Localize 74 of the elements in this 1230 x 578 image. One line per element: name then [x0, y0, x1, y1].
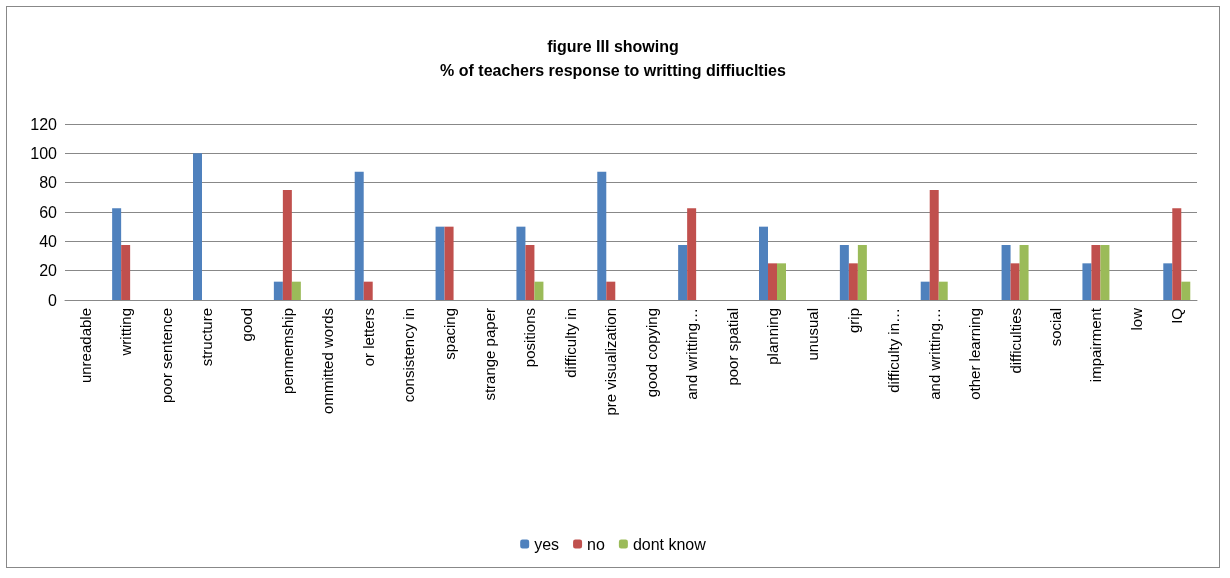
x-tick-label: difficulty in…	[885, 308, 903, 393]
x-tick-label: planning	[764, 308, 781, 365]
bar	[1091, 245, 1101, 300]
x-tick-label: ommitted words	[319, 308, 337, 414]
bar	[291, 281, 301, 300]
bar	[929, 190, 939, 300]
x-tick-label: strange paper	[481, 308, 498, 401]
y-tick-label: 80	[39, 174, 58, 192]
bar	[1082, 263, 1092, 300]
bar	[1172, 208, 1182, 300]
y-tick-label: 120	[30, 115, 58, 133]
y-tick-label: 0	[48, 291, 58, 309]
bar	[121, 245, 131, 300]
bar	[678, 245, 688, 300]
x-tick-label: penmemship	[278, 308, 296, 394]
bar	[606, 281, 616, 300]
x-tick-label: good	[238, 308, 256, 342]
x-tick-label: impairment	[1087, 307, 1105, 383]
x-tick-label: and writting…	[683, 308, 701, 400]
x-tick-label: IQ	[1168, 308, 1186, 324]
x-tick-label: and writting…	[925, 308, 943, 400]
bar	[354, 171, 364, 300]
x-tick-label: writting	[117, 308, 135, 357]
x-tick-label: consistency in	[400, 308, 418, 403]
x-tick-label: or letters	[359, 308, 377, 367]
bar	[1181, 281, 1191, 300]
x-tick-label: difficulty in	[561, 308, 579, 378]
bar	[516, 226, 526, 300]
x-tick-label: poor spatial	[723, 308, 741, 386]
x-tick-label: good copying	[642, 308, 660, 398]
legend-label: yes	[534, 535, 560, 553]
x-tick-label: difficulties	[1006, 308, 1024, 374]
bar	[1019, 245, 1029, 300]
y-tick-label: 100	[30, 144, 58, 162]
bar	[1100, 245, 1110, 300]
bar	[363, 281, 373, 300]
bar	[525, 245, 535, 300]
bar	[1010, 263, 1020, 300]
bar	[857, 245, 867, 300]
bar	[938, 281, 948, 300]
legend-label: no	[587, 535, 605, 553]
legend-label: dont know	[632, 535, 707, 553]
bar	[848, 263, 858, 300]
x-tick-label: pre visualization	[602, 308, 620, 416]
x-tick-label: poor sentence	[157, 308, 175, 404]
bar	[687, 208, 697, 300]
x-tick-label: structure	[198, 308, 215, 367]
x-tick-label: other learning	[966, 308, 984, 400]
bar	[1001, 245, 1011, 300]
x-tick-label: unusual	[804, 308, 822, 361]
chart-title: figure III showing % of teachers response to writting diffiuclties	[440, 37, 787, 79]
y-tick-label: 60	[39, 203, 58, 221]
bar	[273, 281, 283, 300]
bar	[444, 226, 454, 300]
x-tick-label: spacing	[440, 308, 458, 360]
y-tick-label: 20	[39, 262, 58, 280]
bar	[112, 208, 122, 300]
bar	[193, 153, 202, 300]
bar	[920, 281, 930, 300]
y-tick-label: 40	[39, 232, 58, 250]
bar	[777, 263, 786, 300]
x-tick-label: grip	[844, 308, 862, 334]
x-tick-label: positions	[521, 308, 539, 368]
bar	[282, 190, 292, 300]
bar	[768, 263, 777, 300]
bar	[534, 281, 544, 300]
bar	[1163, 263, 1173, 300]
bar	[839, 245, 849, 300]
bar	[759, 226, 768, 300]
x-tick-label: low	[1127, 307, 1145, 331]
x-tick-label: unreadable	[76, 308, 94, 384]
bar	[597, 171, 607, 300]
x-tick-label: social	[1047, 308, 1064, 347]
bar	[435, 226, 445, 300]
